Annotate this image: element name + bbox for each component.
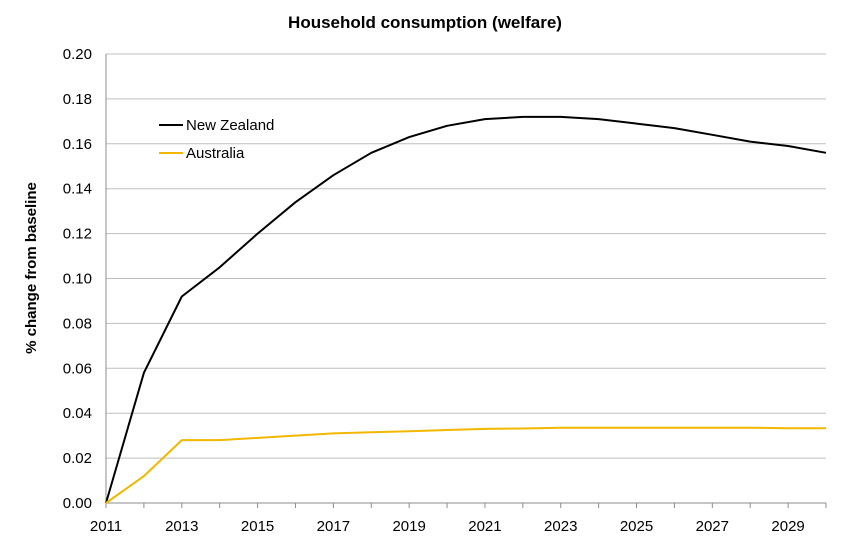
y-tick-label: 0.18: [63, 91, 92, 108]
axes: [105, 54, 827, 508]
legend: New Zealand Australia: [159, 117, 274, 162]
x-axis-tick-labels: 2011 2013 2015 2017 2019 2021 2023 2025 2027 2029: [90, 518, 805, 535]
series-line-new-zealand: [105, 115, 827, 504]
x-tick-label: 2013: [165, 518, 198, 535]
x-tick-label: 2027: [696, 518, 729, 535]
gridlines: [106, 53, 826, 459]
legend-label-new-zealand: New Zealand: [186, 117, 274, 134]
y-tick-label: 0.06: [63, 360, 92, 377]
x-tick-label: 2011: [90, 518, 122, 535]
y-axis-label: % change from baseline: [23, 182, 40, 354]
y-tick-label: 0.00: [63, 495, 92, 512]
data-series: [105, 115, 827, 504]
x-tick-label: 2021: [468, 518, 501, 535]
y-tick-label: 0.12: [63, 226, 92, 243]
y-tick-label: 0.14: [63, 181, 92, 198]
x-tick-label: 2017: [317, 518, 350, 535]
x-tick-label: 2015: [241, 518, 274, 535]
legend-label-australia: Australia: [186, 145, 245, 162]
y-tick-label: 0.20: [63, 46, 92, 63]
chart-title: Household consumption (welfare): [288, 13, 562, 32]
y-tick-label: 0.04: [63, 405, 92, 422]
y-axis-tick-labels: 0.00 0.02 0.04 0.06 0.08 0.10 0.12 0.14 0.16 0.18…: [63, 46, 92, 512]
x-tick-label: 2029: [771, 518, 804, 535]
x-tick-label: 2025: [620, 518, 653, 535]
y-tick-label: 0.10: [63, 271, 92, 288]
x-tick-label: 2019: [392, 518, 425, 535]
y-tick-label: 0.02: [63, 450, 92, 467]
y-tick-label: 0.16: [63, 136, 92, 153]
series-line-australia: [105, 426, 826, 504]
x-tick-label: 2023: [544, 518, 577, 535]
y-tick-label: 0.08: [63, 315, 92, 332]
